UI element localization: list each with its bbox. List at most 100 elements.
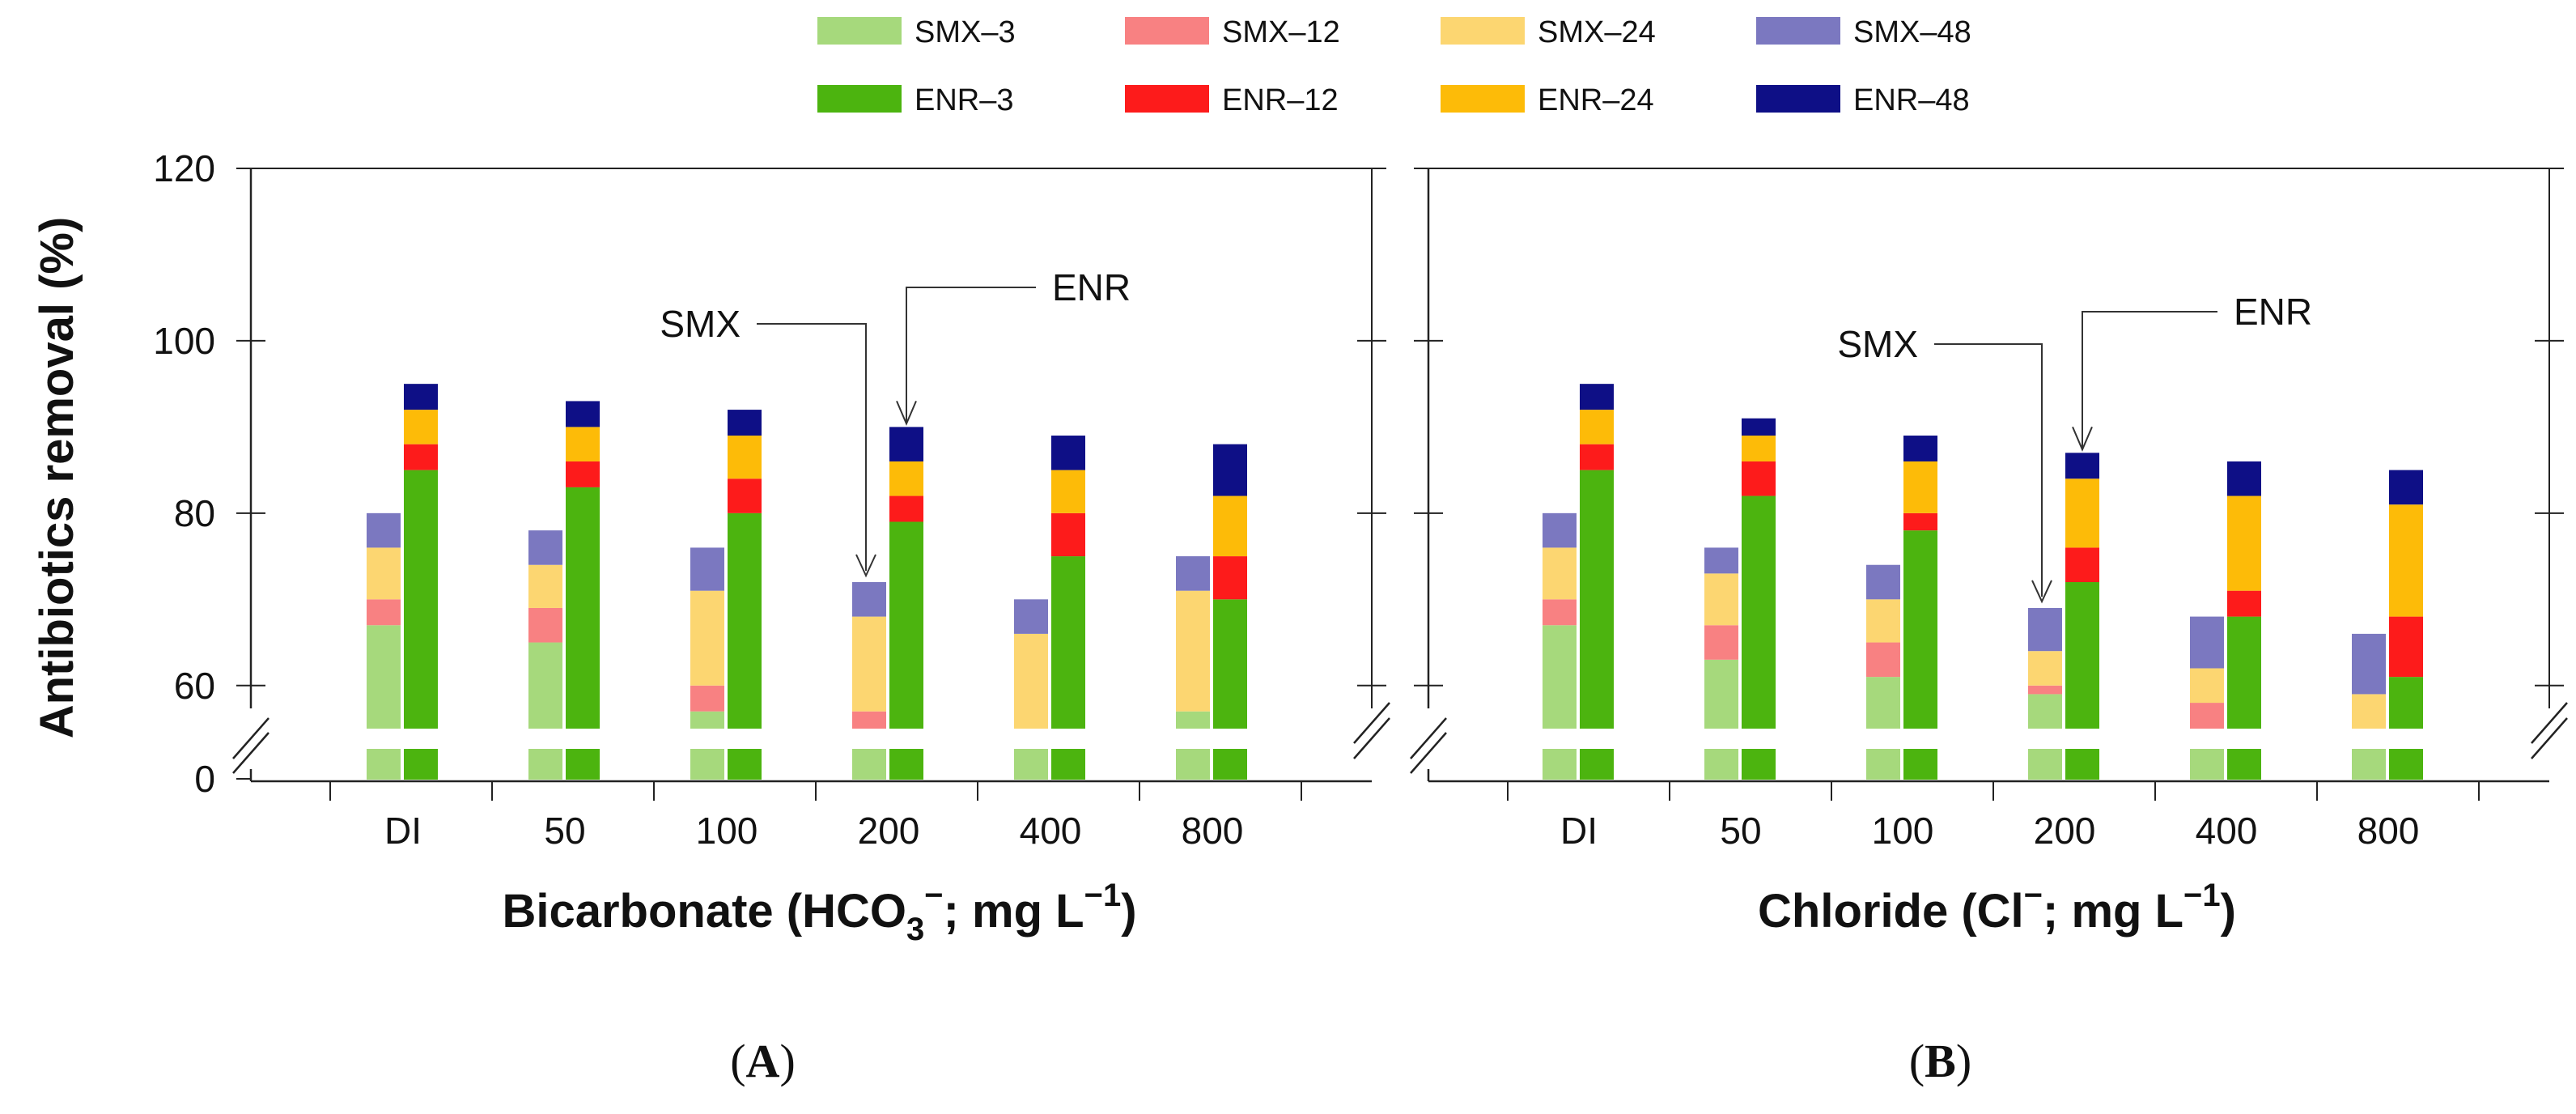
- bar-smx-SMX–12-400: [2190, 703, 2224, 729]
- x-tick-label: 50: [1720, 810, 1761, 852]
- x-axis-label-main: Chloride (Cl: [1758, 885, 2024, 938]
- panel-A: 60 80 100 120 0 DI 50 100 200 400 800 SMX ENR Bicarbo…: [31, 147, 1390, 1087]
- y-tick-label: 60: [174, 665, 215, 707]
- bar-smx-SMX–48-200: [852, 582, 886, 617]
- bar-enr-ENR–12-200: [2065, 547, 2099, 583]
- bar-smx-SMX–12-200: [852, 711, 886, 729]
- x-tick-label: 400: [2196, 810, 2258, 852]
- bar-smx-SMX–12-100: [690, 685, 724, 712]
- bar-enr-ENR–48-400: [1051, 436, 1085, 470]
- bar-stub-enr-50: [1742, 749, 1776, 780]
- panel-label-paren: ): [1956, 1035, 1971, 1087]
- bar-smx-SMX–12-50: [528, 607, 562, 643]
- bar-enr-ENR–24-100: [1903, 461, 1937, 513]
- y-tick-label: 80: [174, 492, 215, 534]
- panel-B: DI 50 100 200 400 800 SMX ENR Chloride (Cl−; mg …: [1410, 168, 2568, 1087]
- bar-smx-SMX–24-100: [1866, 599, 1900, 643]
- bar-enr-ENR–12-800: [1213, 556, 1247, 600]
- bar-enr-ENR–3-200: [2065, 582, 2099, 729]
- annotation-smx: SMX: [1837, 323, 1918, 365]
- bar-enr-ENR–48-50: [1742, 418, 1776, 436]
- x-axis-label-end: ): [2221, 885, 2236, 938]
- bar-stub-smx-200: [2028, 749, 2062, 780]
- annotation-arrowhead-enr: [896, 400, 917, 426]
- bar-enr-ENR–12-DI: [404, 444, 438, 470]
- bar-enr-ENR–3-800: [2389, 677, 2423, 729]
- x-axis-label: Chloride (Cl−; mg L−1): [1758, 878, 2236, 938]
- bar-enr-ENR–48-50: [566, 401, 600, 427]
- bar-enr-ENR–48-DI: [404, 384, 438, 410]
- legend-label-2: SMX–24: [1538, 15, 1656, 49]
- legend-swatch-2: [1441, 17, 1525, 45]
- x-tick-label: 400: [1020, 810, 1082, 852]
- bar-stub-smx-400: [2190, 749, 2224, 780]
- bar-enr-ENR–12-DI: [1580, 444, 1614, 470]
- legend-label-3: SMX–48: [1853, 15, 1971, 49]
- x-tick-label: 200: [2034, 810, 2096, 852]
- bar-stub-smx-800: [1176, 749, 1210, 780]
- y-tick-label: 120: [153, 147, 215, 189]
- bar-enr-ENR–12-50: [1742, 461, 1776, 496]
- x-axis-label-sub: 3: [906, 912, 924, 947]
- bar-smx-SMX–12-DI: [1543, 599, 1577, 626]
- bar-enr-ENR–3-100: [728, 512, 762, 729]
- bar-stub-smx-200: [852, 749, 886, 780]
- panel-label: (B): [1909, 1035, 1971, 1087]
- bar-enr-ENR–24-DI: [404, 410, 438, 444]
- bar-enr-ENR–24-100: [728, 436, 762, 479]
- legend-swatch-7: [1756, 85, 1840, 113]
- bar-enr-ENR–24-200: [889, 461, 923, 496]
- bar-smx-SMX–48-400: [2190, 616, 2224, 669]
- bar-smx-SMX–48-DI: [367, 512, 401, 548]
- bar-enr-ENR–48-200: [889, 427, 923, 461]
- bar-stub-enr-800: [2389, 749, 2423, 780]
- axis-break-mark: [2531, 717, 2568, 759]
- bar-smx-SMX–48-100: [690, 547, 724, 591]
- bar-enr-ENR–12-800: [2389, 616, 2423, 678]
- bar-stub-enr-800: [1213, 749, 1247, 780]
- bar-stub-enr-100: [728, 749, 762, 780]
- x-axis-label-sup2: −1: [1084, 878, 1122, 913]
- bar-enr-ENR–24-800: [1213, 495, 1247, 557]
- bar-enr-ENR–12-100: [728, 478, 762, 513]
- bar-stub-enr-100: [1903, 749, 1937, 780]
- x-tick-label: 100: [1872, 810, 1934, 852]
- bar-smx-SMX–24-50: [528, 564, 562, 608]
- annotation-arrow-enr: [906, 287, 1036, 423]
- bar-smx-SMX–48-100: [1866, 564, 1900, 600]
- annotation-enr: ENR: [1052, 266, 1131, 308]
- bar-enr-ENR–12-400: [1051, 512, 1085, 557]
- bar-smx-SMX–3-50: [1704, 659, 1738, 729]
- x-axis-label-sup1: −: [2024, 878, 2043, 913]
- bar-enr-ENR–24-800: [2389, 504, 2423, 617]
- bar-stub-enr-200: [2065, 749, 2099, 780]
- annotation-smx: SMX: [660, 303, 741, 345]
- x-axis-label-main: Bicarbonate (HCO: [502, 885, 906, 938]
- bar-enr-ENR–24-DI: [1580, 410, 1614, 444]
- bar-smx-SMX–24-50: [1704, 573, 1738, 626]
- y-tick-label-zero: 0: [194, 758, 215, 800]
- y-tick-label: 100: [153, 320, 215, 362]
- panel-label-paren: (: [1909, 1035, 1925, 1087]
- bar-stub-enr-50: [566, 749, 600, 780]
- axis-break-mark: [2531, 702, 2568, 744]
- bar-smx-SMX–12-DI: [367, 599, 401, 626]
- bar-stub-enr-DI: [404, 749, 438, 780]
- legend-swatch-3: [1756, 17, 1840, 45]
- x-tick-label: 800: [2357, 810, 2420, 852]
- legend-label-0: SMX–3: [915, 15, 1016, 49]
- bar-enr-ENR–48-200: [2065, 453, 2099, 479]
- x-tick-label: 100: [696, 810, 758, 852]
- bar-smx-SMX–24-200: [852, 616, 886, 712]
- bar-enr-ENR–24-50: [566, 427, 600, 461]
- bar-enr-ENR–48-DI: [1580, 384, 1614, 410]
- legend-swatch-4: [817, 85, 902, 113]
- panel-label-letter: A: [746, 1035, 780, 1087]
- legend-swatch-5: [1125, 85, 1209, 113]
- annotation-arrowhead-smx: [2031, 580, 2052, 604]
- bar-enr-ENR–3-400: [2227, 616, 2261, 729]
- axis-break-mark: [232, 717, 269, 759]
- bar-smx-SMX–3-DI: [367, 625, 401, 729]
- bar-enr-ENR–24-200: [2065, 478, 2099, 548]
- annotation-arrowhead-enr: [2072, 426, 2093, 452]
